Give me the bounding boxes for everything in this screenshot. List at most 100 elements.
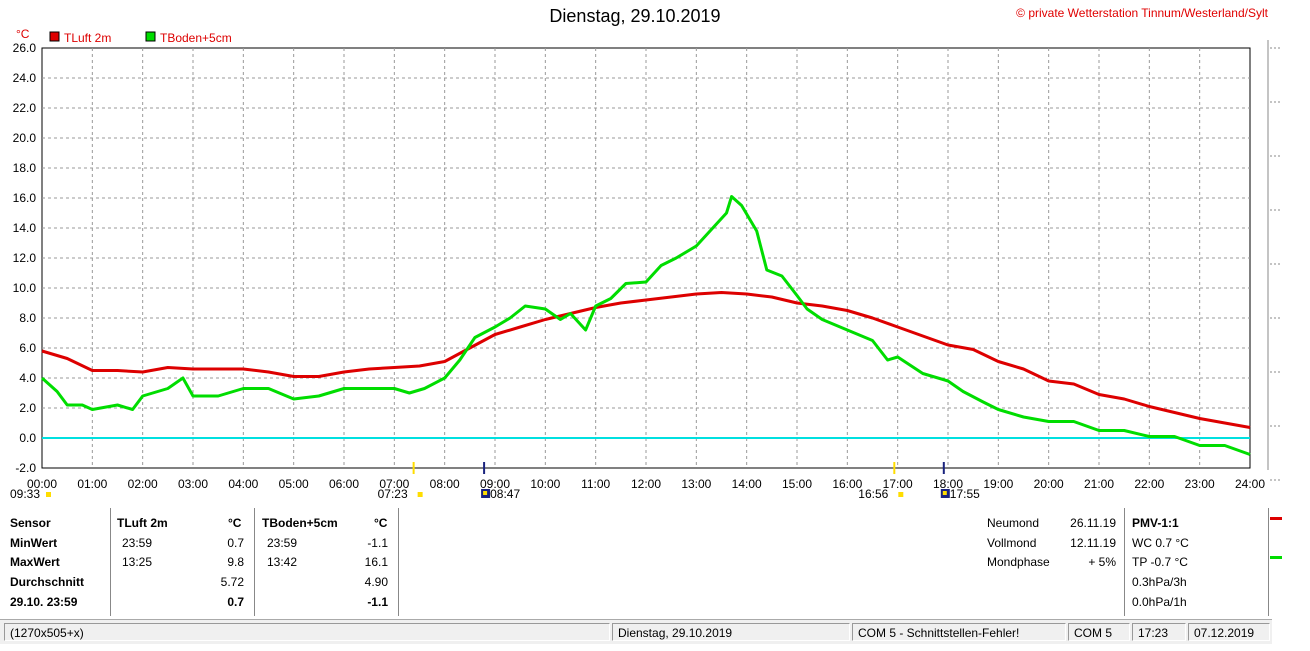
neumond-label: Neumond xyxy=(987,516,1040,530)
x-tick-label: 06:00 xyxy=(329,477,359,491)
x-tick-label: 10:00 xyxy=(530,477,560,491)
series-line-tluft xyxy=(41,291,1251,429)
side-red-mark xyxy=(1270,517,1282,520)
s1-avg: 5.72 xyxy=(220,575,244,589)
status-date: Dienstag, 29.10.2019 xyxy=(612,623,850,641)
s2-min-time: 23:59 xyxy=(267,536,298,550)
s1-max-val: 9.8 xyxy=(227,555,244,569)
s1-max-time: 13:25 xyxy=(122,555,153,569)
now-label: 29.10. 23:59 xyxy=(10,595,78,609)
pressure-1h: 0.0hPa/1h xyxy=(1132,595,1187,609)
x-tick-label: 09:00 xyxy=(480,477,510,491)
sun-moon-markers: 09:33 07:23 08:47 16:56 17:55 xyxy=(10,462,980,501)
y-tick-label: 12.0 xyxy=(13,251,37,265)
x-tick-label: 18:00 xyxy=(933,477,963,491)
x-tick-label: 24:00 xyxy=(1235,477,1265,491)
min-label: MinWert xyxy=(10,536,58,550)
status-today: 07.12.2019 xyxy=(1188,623,1270,641)
mondphase-label: Mondphase xyxy=(987,555,1050,569)
s1-unit: °C xyxy=(228,516,242,530)
x-tick-label: 15:00 xyxy=(782,477,812,491)
y-tick-label: 6.0 xyxy=(19,341,36,355)
s1-now: 0.7 xyxy=(227,595,244,609)
avg-label: Durchschnitt xyxy=(10,575,85,589)
s1-min-time: 23:59 xyxy=(122,536,153,550)
y-tick-label: 8.0 xyxy=(19,311,36,325)
x-tick-label: 20:00 xyxy=(1034,477,1064,491)
s2-unit: °C xyxy=(374,516,388,530)
dew-point: TP -0.7 °C xyxy=(1132,555,1188,569)
status-error: COM 5 - Schnittstellen-Fehler! xyxy=(852,623,1066,641)
sun-marker-label: 16:56 xyxy=(858,487,888,501)
chart-title: Dienstag, 29.10.2019 xyxy=(549,6,721,26)
sun-marker xyxy=(46,492,51,497)
moon-marker-label: 08:47 xyxy=(490,487,520,501)
sun-marker xyxy=(417,492,423,497)
y-tick-label: 2.0 xyxy=(19,401,36,415)
x-tick-label: 01:00 xyxy=(77,477,107,491)
s2-avg: 4.90 xyxy=(364,575,388,589)
y-tick-label: 4.0 xyxy=(19,371,36,385)
sun-marker-label: 07:23 xyxy=(378,487,408,501)
x-tick-label: 08:00 xyxy=(430,477,460,491)
status-bar: (1270x505+x) Dienstag, 29.10.2019 COM 5 … xyxy=(0,619,1272,644)
y-axis-label: °C xyxy=(16,27,30,41)
s2-now: -1.1 xyxy=(367,595,388,609)
legend-label: TLuft 2m xyxy=(64,31,111,45)
right-scale-ticks xyxy=(1267,40,1280,481)
sensor-header: Sensor xyxy=(10,516,51,530)
vollmond-date: 12.11.19 xyxy=(1070,536,1116,550)
s1-min-val: 0.7 xyxy=(227,536,244,550)
status-port: COM 5 xyxy=(1068,623,1130,641)
temperature-chart: -2.0 0.0 2.0 4.0 6.0 8.0 10.0 12.0 14.0 16.0 18.0 2… xyxy=(10,27,1280,501)
moon-marker-label: 17:55 xyxy=(950,487,980,501)
y-tick-label: 10.0 xyxy=(13,281,37,295)
x-tick-label: 22:00 xyxy=(1134,477,1164,491)
chart-axes: -2.0 0.0 2.0 4.0 6.0 8.0 10.0 12.0 14.0 16.0 18.0 2… xyxy=(13,27,1266,491)
s2-max-val: 16.1 xyxy=(364,555,388,569)
pmv-title: PMV-1:1 xyxy=(1132,516,1179,530)
s1-name: TLuft 2m xyxy=(117,516,168,530)
x-tick-label: 03:00 xyxy=(178,477,208,491)
copyright-text: © private Wetterstation Tinnum/Westerlan… xyxy=(1016,6,1268,20)
x-tick-label: 17:00 xyxy=(883,477,913,491)
x-tick-label: 04:00 xyxy=(228,477,258,491)
sun-marker xyxy=(898,492,904,497)
pressure-3h: 0.3hPa/3h xyxy=(1132,575,1187,589)
vollmond-label: Vollmond xyxy=(987,536,1037,550)
x-tick-label: 11:00 xyxy=(581,477,610,491)
chart-legend: TLuft 2m TBoden+5cm xyxy=(49,31,232,45)
x-tick-label: 12:00 xyxy=(631,477,661,491)
y-tick-label: 22.0 xyxy=(13,101,37,115)
y-tick-label: 14.0 xyxy=(13,221,37,235)
x-tick-label: 02:00 xyxy=(128,477,158,491)
y-tick-label: 24.0 xyxy=(13,71,37,85)
y-tick-label: 26.0 xyxy=(13,41,37,55)
s2-min-val: -1.1 xyxy=(367,536,388,550)
y-tick-label: -2.0 xyxy=(15,461,36,475)
s2-max-time: 13:42 xyxy=(267,555,298,569)
chart-grid xyxy=(41,47,1251,469)
max-label: MaxWert xyxy=(10,555,60,569)
wind-chill: WC 0.7 °C xyxy=(1132,536,1189,550)
s2-name: TBoden+5cm xyxy=(262,516,338,530)
legend-label: TBoden+5cm xyxy=(160,31,232,45)
side-green-mark xyxy=(1270,556,1282,559)
mondphase-value: + 5% xyxy=(1088,555,1116,569)
y-tick-label: 20.0 xyxy=(13,131,37,145)
moon-marker-inner xyxy=(942,491,947,495)
x-tick-label: 16:00 xyxy=(832,477,862,491)
legend-swatch xyxy=(49,31,60,42)
x-tick-label: 07:00 xyxy=(379,477,409,491)
x-tick-label: 21:00 xyxy=(1084,477,1114,491)
y-tick-label: 18.0 xyxy=(13,161,37,175)
x-tick-label: 23:00 xyxy=(1185,477,1215,491)
status-time: 17:23 xyxy=(1132,623,1186,641)
x-tick-label: 14:00 xyxy=(732,477,762,491)
status-size: (1270x505+x) xyxy=(4,623,610,641)
y-tick-label: 0.0 xyxy=(19,431,36,445)
neumond-date: 26.11.19 xyxy=(1070,516,1116,530)
sun-marker-label: 09:33 xyxy=(10,487,40,501)
y-tick-label: 16.0 xyxy=(13,191,37,205)
legend-swatch xyxy=(145,31,156,42)
